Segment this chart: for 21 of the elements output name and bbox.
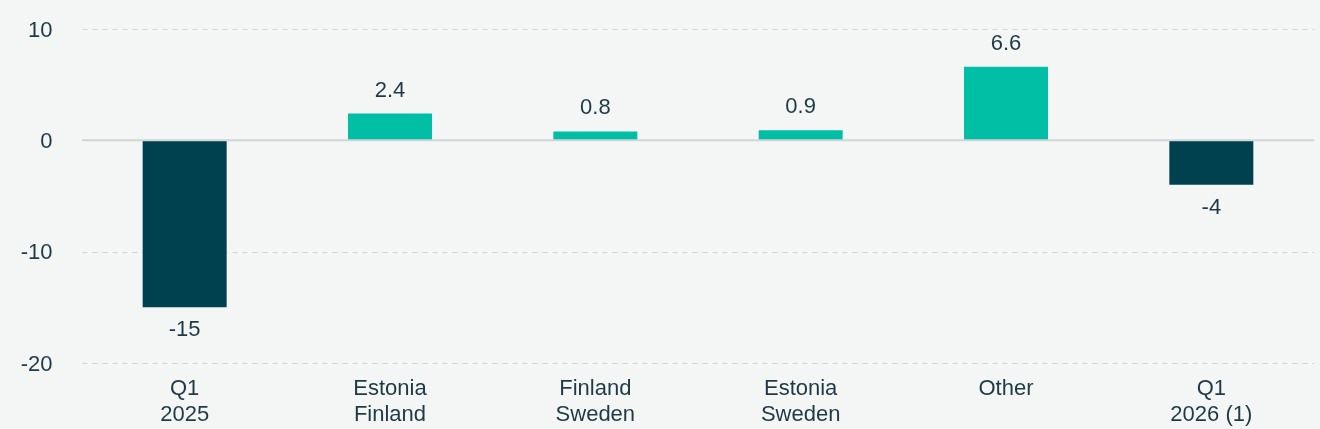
data-label: 6.6 [990, 29, 1022, 55]
x-tick-label: Estonia Finland [353, 374, 428, 426]
x-tick-label: Other [978, 374, 1034, 400]
data-label: -4 [1201, 193, 1222, 219]
y-tick-label: -20 [20, 350, 53, 376]
x-tick-label: Q1 2025 [160, 374, 210, 426]
bar [1169, 140, 1254, 185]
bar [348, 113, 432, 141]
y-tick-label: -10 [20, 239, 53, 265]
x-tick-label: Finland Sweden [555, 374, 636, 426]
y-tick-label: 10 [28, 16, 53, 42]
data-label: 0.9 [785, 93, 816, 119]
bar [758, 130, 843, 141]
x-tick-label: Q1 2026 (1) [1170, 374, 1253, 426]
x-tick-label: Estonia Sweden [760, 374, 841, 426]
data-label: 0.8 [580, 94, 611, 120]
y-tick-label: 0 [40, 127, 53, 153]
bar [142, 140, 227, 308]
bar [964, 66, 1048, 141]
data-label: -15 [168, 316, 201, 342]
data-label: 2.4 [374, 76, 406, 102]
